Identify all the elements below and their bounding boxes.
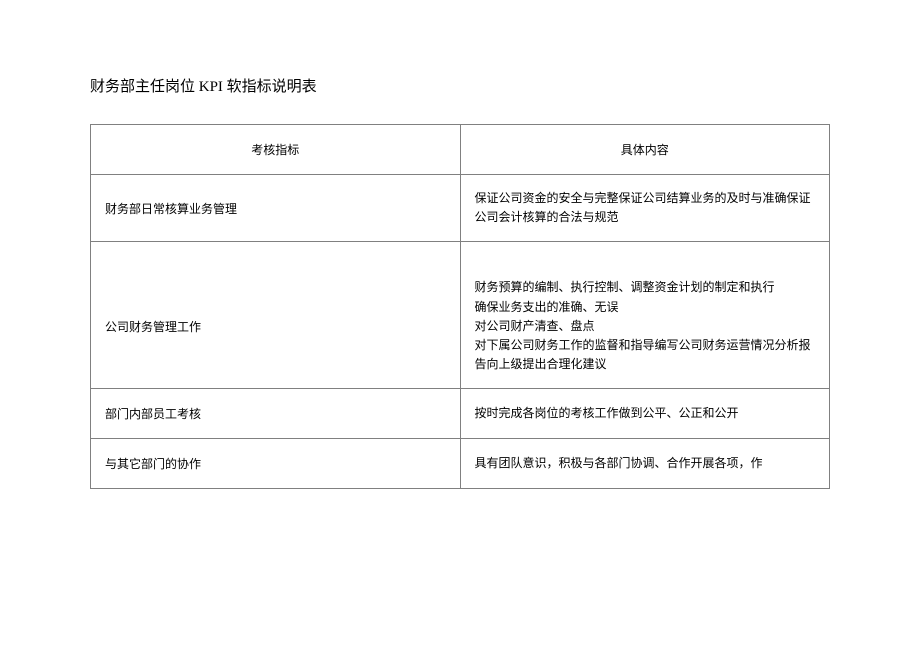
cell-indicator: 与其它部门的协作: [91, 439, 461, 489]
content-line: 财务预算的编制、执行控制、调整资金计划的制定和执行: [475, 278, 816, 297]
page-title: 财务部主任岗位 KPI 软指标说明表: [90, 75, 830, 96]
table-header-row: 考核指标 具体内容: [91, 125, 830, 175]
content-line: 对下属公司财务工作的监督和指导编写公司财务运营情况分析报告向上级提出合理化建议: [475, 336, 816, 374]
table-row: 部门内部员工考核 按时完成各岗位的考核工作做到公平、公正和公开: [91, 389, 830, 439]
content-line: 保证公司资金的安全与完整保证公司结算业务的及时与准确保证公司会计核算的合法与规范: [475, 189, 816, 227]
cell-indicator: 财务部日常核算业务管理: [91, 175, 461, 242]
content-line: 具有团队意识，积极与各部门协调、合作开展各项，作: [475, 454, 816, 473]
table-row: 财务部日常核算业务管理 保证公司资金的安全与完整保证公司结算业务的及时与准确保证…: [91, 175, 830, 242]
kpi-table: 考核指标 具体内容 财务部日常核算业务管理 保证公司资金的安全与完整保证公司结算…: [90, 124, 830, 489]
content-line: 对公司财产清查、盘点: [475, 317, 816, 336]
cell-content: 保证公司资金的安全与完整保证公司结算业务的及时与准确保证公司会计核算的合法与规范: [460, 175, 830, 242]
cell-content: 具有团队意识，积极与各部门协调、合作开展各项，作: [460, 439, 830, 489]
cell-content: 财务预算的编制、执行控制、调整资金计划的制定和执行 确保业务支出的准确、无误 对…: [460, 242, 830, 389]
content-line: 按时完成各岗位的考核工作做到公平、公正和公开: [475, 404, 816, 423]
header-indicator: 考核指标: [91, 125, 461, 175]
cell-indicator: 公司财务管理工作: [91, 242, 461, 389]
table-row: 与其它部门的协作 具有团队意识，积极与各部门协调、合作开展各项，作: [91, 439, 830, 489]
content-line: 确保业务支出的准确、无误: [475, 298, 816, 317]
cell-indicator: 部门内部员工考核: [91, 389, 461, 439]
header-content: 具体内容: [460, 125, 830, 175]
table-row: 公司财务管理工作 财务预算的编制、执行控制、调整资金计划的制定和执行 确保业务支…: [91, 242, 830, 389]
cell-content: 按时完成各岗位的考核工作做到公平、公正和公开: [460, 389, 830, 439]
